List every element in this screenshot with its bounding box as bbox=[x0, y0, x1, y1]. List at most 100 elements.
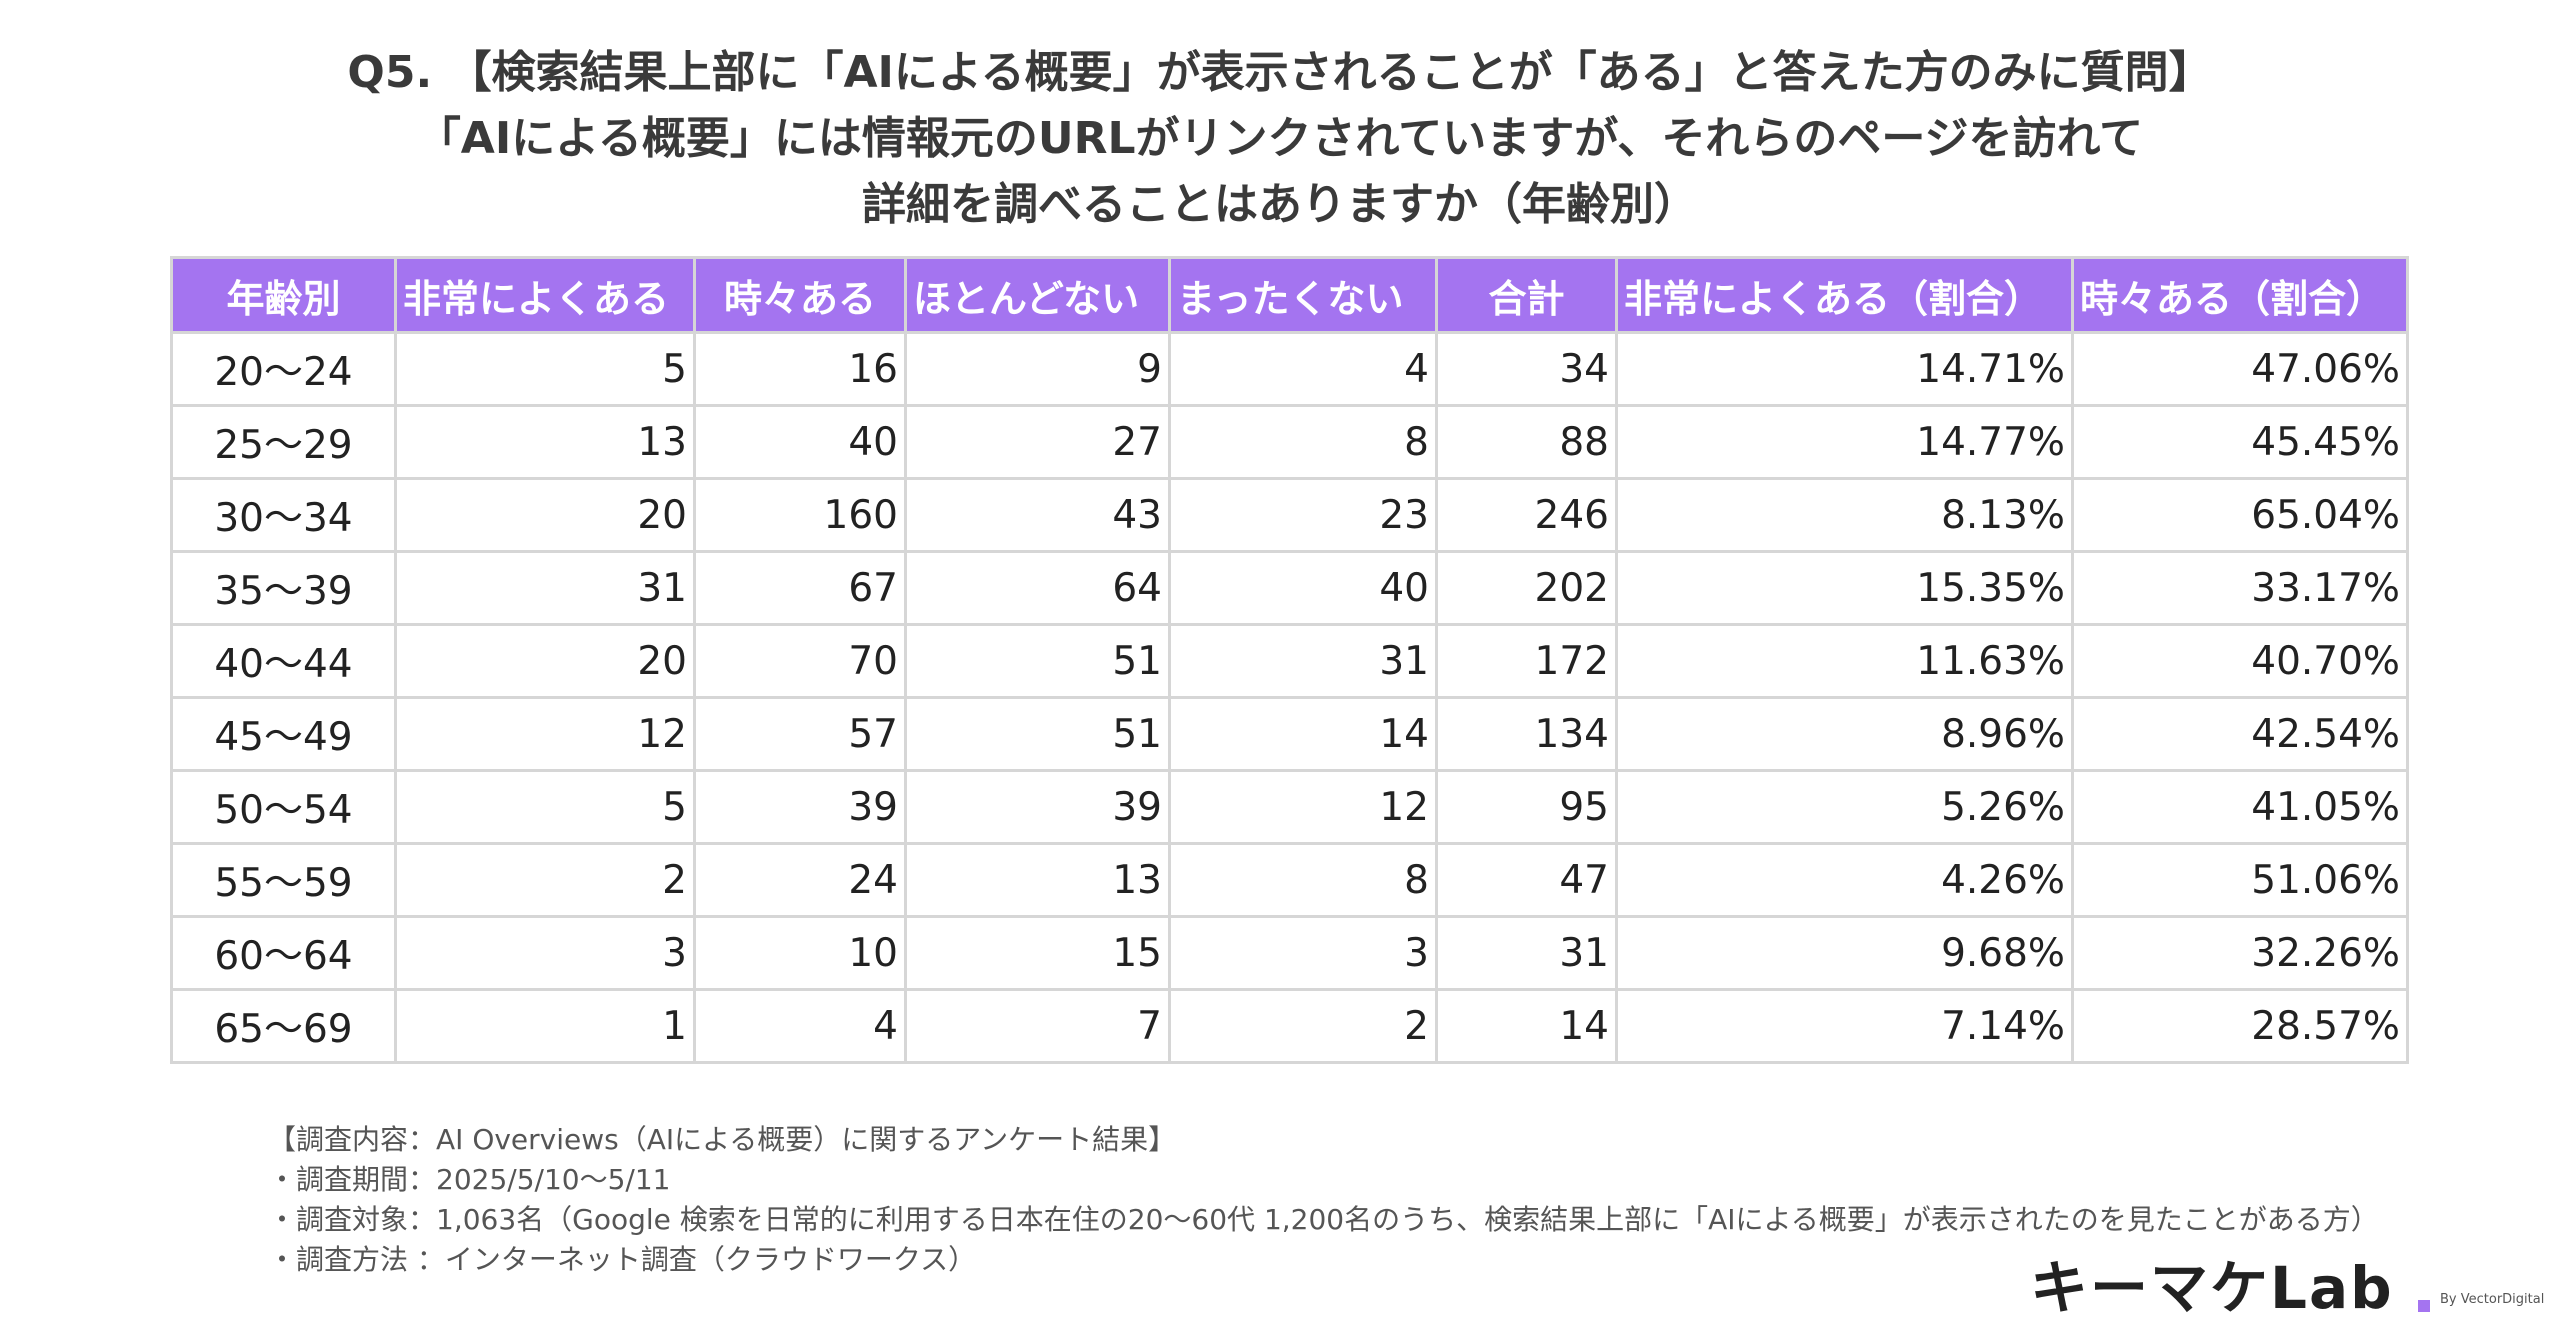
table-row: 20〜24 5 16 9 4 34 14.71% 47.06% bbox=[170, 331, 2409, 407]
value-cell: 51 bbox=[904, 696, 1171, 772]
value-cell: 12 bbox=[394, 696, 696, 772]
value-cell: 70 bbox=[693, 623, 907, 699]
value-cell: 47 bbox=[1435, 842, 1618, 918]
value-cell: 15 bbox=[904, 915, 1171, 991]
value-cell: 51.06% bbox=[2071, 842, 2409, 918]
value-cell: 3 bbox=[394, 915, 696, 991]
header-very-often: 非常によくある bbox=[394, 256, 696, 334]
value-cell: 9.68% bbox=[1615, 915, 2074, 991]
value-cell: 12 bbox=[1168, 769, 1438, 845]
value-cell: 14.77% bbox=[1615, 404, 2074, 480]
value-cell: 34 bbox=[1435, 331, 1618, 407]
value-cell: 8.13% bbox=[1615, 477, 2074, 553]
value-cell: 42.54% bbox=[2071, 696, 2409, 772]
header-very-often-ratio: 非常によくある（割合） bbox=[1615, 256, 2074, 334]
value-cell: 64 bbox=[904, 550, 1171, 626]
value-cell: 43 bbox=[904, 477, 1171, 553]
survey-notes: 【調査内容：AI Overviews（AIによる概要）に関するアンケート結果】 … bbox=[268, 1120, 2379, 1280]
logo-byline: By VectorDigital bbox=[2440, 1292, 2545, 1307]
value-cell: 28.57% bbox=[2071, 988, 2409, 1064]
value-cell: 95 bbox=[1435, 769, 1618, 845]
value-cell: 8 bbox=[1168, 404, 1438, 480]
note-line-3: ・調査対象：1,063名（Google 検索を日常的に利用する日本在住の20〜6… bbox=[268, 1203, 2379, 1236]
age-cell: 55〜59 bbox=[170, 842, 397, 918]
value-cell: 31 bbox=[394, 550, 696, 626]
table-row: 50〜54 5 39 39 12 95 5.26% 41.05% bbox=[170, 769, 2409, 845]
age-cell: 35〜39 bbox=[170, 550, 397, 626]
age-cell: 50〜54 bbox=[170, 769, 397, 845]
value-cell: 5.26% bbox=[1615, 769, 2074, 845]
age-cell: 60〜64 bbox=[170, 915, 397, 991]
value-cell: 13 bbox=[394, 404, 696, 480]
value-cell: 23 bbox=[1168, 477, 1438, 553]
title-line-2: 「AIによる概要」には情報元のURLがリンクされていますが、それらのページを訪れ… bbox=[416, 113, 2144, 164]
value-cell: 67 bbox=[693, 550, 907, 626]
title-line-3: 詳細を調べることはありますか（年齢別） bbox=[862, 179, 1698, 230]
table-row: 55〜59 2 24 13 8 47 4.26% 51.06% bbox=[170, 842, 2409, 918]
value-cell: 88 bbox=[1435, 404, 1618, 480]
page-title: Q5. 【検索結果上部に「AIによる概要」が表示されることが「ある」と答えた方の… bbox=[0, 40, 2560, 238]
age-cell: 40〜44 bbox=[170, 623, 397, 699]
value-cell: 4 bbox=[1168, 331, 1438, 407]
value-cell: 172 bbox=[1435, 623, 1618, 699]
header-age: 年齢別 bbox=[170, 256, 397, 334]
value-cell: 24 bbox=[693, 842, 907, 918]
age-cell: 30〜34 bbox=[170, 477, 397, 553]
age-cell: 25〜29 bbox=[170, 404, 397, 480]
value-cell: 8 bbox=[1168, 842, 1438, 918]
table-row: 25〜29 13 40 27 8 88 14.77% 45.45% bbox=[170, 404, 2409, 480]
value-cell: 39 bbox=[904, 769, 1171, 845]
survey-table: 年齢別 非常によくある 時々ある ほとんどない まったくない 合計 非常によくあ… bbox=[170, 256, 2409, 1064]
table-header-row: 年齢別 非常によくある 時々ある ほとんどない まったくない 合計 非常によくあ… bbox=[170, 256, 2409, 334]
age-cell: 65〜69 bbox=[170, 988, 397, 1064]
age-cell: 45〜49 bbox=[170, 696, 397, 772]
value-cell: 40 bbox=[693, 404, 907, 480]
value-cell: 202 bbox=[1435, 550, 1618, 626]
table-row: 30〜34 20 160 43 23 246 8.13% 65.04% bbox=[170, 477, 2409, 553]
value-cell: 27 bbox=[904, 404, 1171, 480]
value-cell: 7 bbox=[904, 988, 1171, 1064]
brand-logo: キーマケLab By VectorDigital bbox=[2030, 1254, 2544, 1322]
value-cell: 2 bbox=[1168, 988, 1438, 1064]
value-cell: 160 bbox=[693, 477, 907, 553]
table-row: 65〜69 1 4 7 2 14 7.14% 28.57% bbox=[170, 988, 2409, 1064]
value-cell: 8.96% bbox=[1615, 696, 2074, 772]
value-cell: 45.45% bbox=[2071, 404, 2409, 480]
logo-dot bbox=[2418, 1300, 2430, 1312]
value-cell: 134 bbox=[1435, 696, 1618, 772]
note-line-4: ・調査方法 ：インターネット調査（クラウドワークス） bbox=[268, 1243, 977, 1276]
table-row: 35〜39 31 67 64 40 202 15.35% 33.17% bbox=[170, 550, 2409, 626]
value-cell: 51 bbox=[904, 623, 1171, 699]
table-row: 45〜49 12 57 51 14 134 8.96% 42.54% bbox=[170, 696, 2409, 772]
value-cell: 14.71% bbox=[1615, 331, 2074, 407]
note-line-2: ・調査期間：2025/5/10〜5/11 bbox=[268, 1163, 671, 1196]
header-rarely: ほとんどない bbox=[904, 256, 1171, 334]
header-sometimes: 時々ある bbox=[693, 256, 907, 334]
value-cell: 1 bbox=[394, 988, 696, 1064]
value-cell: 9 bbox=[904, 331, 1171, 407]
value-cell: 14 bbox=[1435, 988, 1618, 1064]
value-cell: 13 bbox=[904, 842, 1171, 918]
value-cell: 14 bbox=[1168, 696, 1438, 772]
header-sometimes-ratio: 時々ある（割合） bbox=[2071, 256, 2409, 334]
value-cell: 40.70% bbox=[2071, 623, 2409, 699]
header-total: 合計 bbox=[1435, 256, 1618, 334]
age-cell: 20〜24 bbox=[170, 331, 397, 407]
value-cell: 57 bbox=[693, 696, 907, 772]
logo-text: キーマケLab bbox=[2030, 1254, 2394, 1322]
value-cell: 41.05% bbox=[2071, 769, 2409, 845]
value-cell: 65.04% bbox=[2071, 477, 2409, 553]
value-cell: 20 bbox=[394, 623, 696, 699]
value-cell: 5 bbox=[394, 331, 696, 407]
title-line-1: Q5. 【検索結果上部に「AIによる概要」が表示されることが「ある」と答えた方の… bbox=[347, 47, 2213, 98]
table-row: 60〜64 3 10 15 3 31 9.68% 32.26% bbox=[170, 915, 2409, 991]
note-line-1: 【調査内容：AI Overviews（AIによる概要）に関するアンケート結果】 bbox=[268, 1123, 1177, 1156]
value-cell: 31 bbox=[1435, 915, 1618, 991]
value-cell: 7.14% bbox=[1615, 988, 2074, 1064]
value-cell: 2 bbox=[394, 842, 696, 918]
value-cell: 11.63% bbox=[1615, 623, 2074, 699]
value-cell: 4 bbox=[693, 988, 907, 1064]
value-cell: 4.26% bbox=[1615, 842, 2074, 918]
header-never: まったくない bbox=[1168, 256, 1438, 334]
value-cell: 5 bbox=[394, 769, 696, 845]
